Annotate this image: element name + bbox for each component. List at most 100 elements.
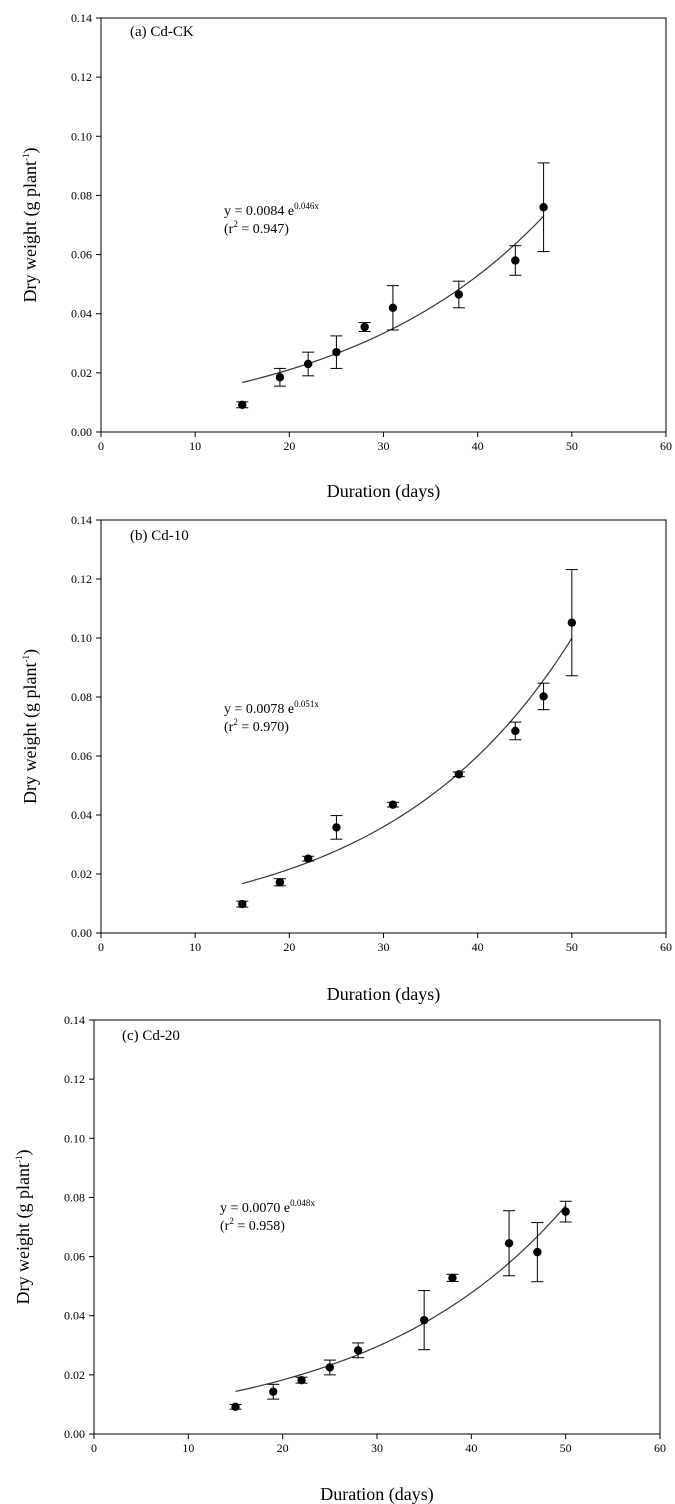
y-tick-label: 0.14 bbox=[71, 513, 92, 527]
y-tick-label: 0.04 bbox=[64, 1309, 85, 1323]
y-axis-title-main: Dry weight (g plant bbox=[20, 663, 41, 804]
x-tick-label: 20 bbox=[277, 1441, 289, 1455]
x-tick-label: 10 bbox=[189, 940, 201, 954]
data-point bbox=[561, 1207, 570, 1216]
data-point bbox=[325, 1363, 335, 1372]
data-point bbox=[419, 1315, 429, 1325]
fit-equation-text: y = 0.0078 e bbox=[224, 702, 294, 717]
fit-equation-exponent: 0.048x bbox=[290, 1198, 315, 1208]
x-tick-label: 40 bbox=[465, 1441, 477, 1455]
chart-panel-2: 0 10 20 30 40 50 60 0.00 0.02 0.04 0.06 0.08 0.10 0.1… bbox=[13, 1013, 666, 1504]
panel-label: (c) Cd-20 bbox=[122, 1028, 180, 1044]
data-point bbox=[504, 1239, 514, 1248]
x-tick-label: 60 bbox=[660, 940, 672, 954]
data-point bbox=[353, 1346, 363, 1355]
y-tick-label: 0.10 bbox=[64, 1131, 85, 1145]
y-axis-title-close: ) bbox=[20, 649, 41, 655]
x-tick-label: 50 bbox=[560, 1441, 572, 1455]
data-point bbox=[454, 290, 464, 299]
y-tick-label: 0.02 bbox=[71, 867, 92, 881]
x-tick-label: 20 bbox=[283, 940, 295, 954]
data-point bbox=[511, 256, 520, 265]
x-tick-label: 0 bbox=[98, 940, 104, 954]
y-axis-title-main: Dry weight (g plant bbox=[13, 1163, 34, 1304]
plot-frame bbox=[100, 17, 667, 433]
y-tick-label: 0.08 bbox=[71, 188, 92, 202]
y-tick-label: 0.02 bbox=[71, 366, 92, 380]
y-tick-label: 0.06 bbox=[64, 1250, 85, 1264]
fit-curve bbox=[242, 637, 573, 885]
fit-r2: (r2 = 0.970) bbox=[224, 717, 289, 735]
y-tick-label: 0.00 bbox=[71, 425, 92, 439]
x-tick-label: 0 bbox=[98, 439, 104, 453]
fit-r2-rest: = 0.970) bbox=[238, 720, 289, 735]
fit-equation-text: y = 0.0084 e bbox=[224, 204, 294, 219]
x-axis-title: Duration (days) bbox=[327, 984, 440, 1005]
x-tick-label: 60 bbox=[654, 1441, 666, 1455]
fit-r2: (r2 = 0.947) bbox=[224, 219, 289, 237]
x-tick-label: 60 bbox=[660, 439, 672, 453]
x-axis-title: Duration (days) bbox=[327, 481, 440, 502]
fit-r2: (r2 = 0.958) bbox=[220, 1216, 285, 1234]
data-point bbox=[332, 347, 341, 357]
fit-r2-sup: 2 bbox=[233, 219, 238, 229]
y-tick-label: 0.06 bbox=[71, 248, 92, 262]
fit-r2-rest: = 0.947) bbox=[238, 222, 289, 237]
data-point bbox=[533, 1247, 542, 1257]
data-point bbox=[332, 823, 341, 832]
y-tick-label: 0.06 bbox=[71, 749, 92, 763]
x-tick-label: 30 bbox=[371, 1441, 383, 1455]
data-point bbox=[269, 1387, 278, 1396]
chart-panel-0: 0 10 20 30 40 50 60 0.00 0.02 0.04 0.06 0.08 0.10 0.1… bbox=[20, 11, 672, 502]
fit-r2-open: (r bbox=[224, 720, 234, 735]
data-point bbox=[388, 303, 398, 312]
data-point bbox=[448, 1273, 457, 1283]
fit-equation: y = 0.0070 e0.048x bbox=[220, 1198, 315, 1216]
data-point bbox=[275, 373, 285, 382]
data-point bbox=[303, 854, 313, 863]
fit-r2-open: (r bbox=[220, 1219, 230, 1234]
y-tick-label: 0.00 bbox=[71, 926, 92, 940]
y-axis-title-close: ) bbox=[13, 1150, 34, 1156]
fit-r2-sup: 2 bbox=[229, 1216, 234, 1226]
fit-equation: y = 0.0078 e0.051x bbox=[224, 699, 319, 717]
fit-curve bbox=[235, 1205, 567, 1393]
x-tick-label: 30 bbox=[378, 439, 390, 453]
y-axis-title-main: Dry weight (g plant bbox=[20, 161, 41, 302]
panel-label: (a) Cd-CK bbox=[130, 24, 194, 40]
data-point bbox=[297, 1375, 306, 1385]
fit-r2-sup: 2 bbox=[233, 717, 238, 727]
y-tick-label: 0.04 bbox=[71, 808, 92, 822]
fit-equation-text: y = 0.0070 e bbox=[220, 1201, 290, 1216]
data-point bbox=[454, 770, 464, 779]
plot-frame bbox=[93, 1019, 661, 1435]
panel-label: (b) Cd-10 bbox=[130, 528, 189, 544]
y-tick-label: 0.10 bbox=[71, 129, 92, 143]
fit-equation-exponent: 0.051x bbox=[294, 699, 319, 709]
y-tick-label: 0.04 bbox=[71, 307, 92, 321]
chart-panel-1: 0 10 20 30 40 50 60 0.00 0.02 0.04 0.06 0.08 0.10 0.1… bbox=[20, 513, 672, 1005]
x-tick-label: 10 bbox=[182, 1441, 194, 1455]
y-tick-label: 0.00 bbox=[64, 1427, 85, 1441]
y-tick-label: 0.12 bbox=[71, 572, 92, 586]
x-tick-label: 10 bbox=[189, 439, 201, 453]
x-tick-label: 50 bbox=[566, 439, 578, 453]
data-point bbox=[539, 692, 548, 701]
data-point bbox=[360, 322, 369, 332]
fit-r2-open: (r bbox=[224, 222, 234, 237]
y-tick-label: 0.08 bbox=[64, 1190, 85, 1204]
x-tick-label: 40 bbox=[472, 439, 484, 453]
fit-equation: y = 0.0084 e0.046x bbox=[224, 201, 319, 219]
x-tick-label: 40 bbox=[472, 940, 484, 954]
y-tick-label: 0.08 bbox=[71, 690, 92, 704]
data-point bbox=[231, 1402, 240, 1411]
y-axis-title: Dry weight (g plant-1) bbox=[20, 148, 41, 303]
y-tick-label: 0.14 bbox=[71, 11, 92, 25]
x-tick-label: 0 bbox=[91, 1441, 97, 1455]
x-tick-label: 30 bbox=[378, 940, 390, 954]
data-point bbox=[303, 359, 313, 369]
y-tick-label: 0.02 bbox=[64, 1368, 85, 1382]
y-tick-label: 0.12 bbox=[64, 1072, 85, 1086]
y-tick-label: 0.10 bbox=[71, 631, 92, 645]
